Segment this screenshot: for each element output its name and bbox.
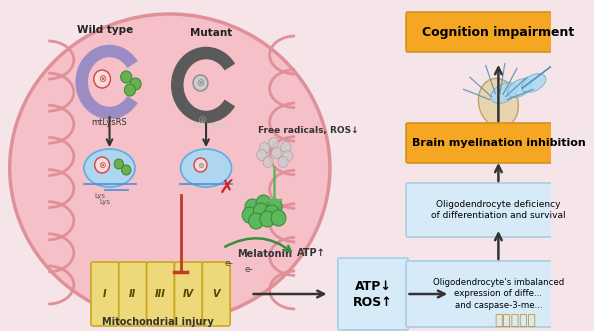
- Text: IV: IV: [183, 289, 194, 299]
- Circle shape: [278, 157, 288, 167]
- Text: Cognition impairment: Cognition impairment: [422, 25, 574, 38]
- Text: ✗: ✗: [218, 178, 235, 198]
- Text: I: I: [103, 289, 107, 299]
- FancyBboxPatch shape: [406, 183, 591, 237]
- Circle shape: [94, 70, 110, 88]
- Ellipse shape: [507, 79, 532, 97]
- Circle shape: [122, 165, 131, 175]
- Circle shape: [194, 158, 207, 172]
- Circle shape: [256, 195, 271, 211]
- Circle shape: [130, 78, 141, 90]
- Circle shape: [260, 211, 274, 227]
- Text: mtLysRS: mtLysRS: [190, 120, 226, 129]
- FancyBboxPatch shape: [338, 258, 408, 330]
- Text: Free radicals, ROS↓: Free radicals, ROS↓: [258, 125, 359, 134]
- Text: Oligodendrocyte's imbalanced
expression of diffe...
and caspase-3-me...: Oligodendrocyte's imbalanced expression …: [433, 278, 564, 309]
- Circle shape: [268, 137, 279, 149]
- Circle shape: [263, 157, 273, 167]
- Text: mtLysRS: mtLysRS: [91, 118, 127, 126]
- Text: ⊗: ⊗: [98, 74, 106, 84]
- Circle shape: [242, 207, 257, 223]
- Circle shape: [249, 213, 264, 229]
- Text: ⊗: ⊗: [99, 161, 106, 169]
- Circle shape: [281, 141, 291, 153]
- Text: Mitochondrial injury: Mitochondrial injury: [102, 317, 214, 327]
- Circle shape: [254, 203, 268, 219]
- Text: V: V: [213, 289, 220, 299]
- Text: Wild type: Wild type: [77, 25, 133, 35]
- Circle shape: [271, 210, 286, 226]
- Ellipse shape: [181, 149, 232, 187]
- FancyBboxPatch shape: [147, 262, 175, 326]
- FancyBboxPatch shape: [175, 262, 203, 326]
- Ellipse shape: [10, 14, 330, 322]
- Text: II: II: [129, 289, 137, 299]
- Circle shape: [260, 143, 270, 154]
- Circle shape: [193, 75, 208, 91]
- FancyBboxPatch shape: [119, 262, 147, 326]
- Text: ATP↑: ATP↑: [297, 248, 326, 258]
- Text: Oligodendrocyte deficiency
of differentiation and survival: Oligodendrocyte deficiency of differenti…: [431, 200, 565, 220]
- Circle shape: [114, 159, 124, 169]
- FancyBboxPatch shape: [406, 261, 591, 327]
- Text: Lys: Lys: [99, 199, 110, 205]
- Ellipse shape: [491, 83, 517, 103]
- Text: Mutant: Mutant: [189, 28, 232, 38]
- Text: e-: e-: [225, 259, 233, 267]
- Text: ⊗: ⊗: [197, 161, 204, 169]
- Circle shape: [267, 199, 282, 215]
- FancyBboxPatch shape: [406, 12, 591, 52]
- Text: 新世纪手游: 新世纪手游: [494, 313, 536, 327]
- Ellipse shape: [84, 149, 135, 187]
- Text: Melatonin: Melatonin: [237, 249, 292, 259]
- Text: ⊗: ⊗: [198, 115, 207, 125]
- Text: III: III: [155, 289, 166, 299]
- Text: ATP↓
ROS↑: ATP↓ ROS↑: [353, 279, 393, 308]
- Circle shape: [283, 151, 293, 162]
- FancyBboxPatch shape: [91, 262, 119, 326]
- Text: Lys: Lys: [94, 193, 106, 199]
- Ellipse shape: [478, 78, 519, 127]
- Circle shape: [121, 71, 132, 83]
- Text: e-: e-: [244, 265, 253, 274]
- Text: Brain myelination inhibition: Brain myelination inhibition: [412, 138, 585, 148]
- FancyBboxPatch shape: [203, 262, 230, 326]
- Circle shape: [124, 84, 135, 96]
- FancyBboxPatch shape: [406, 123, 591, 163]
- Circle shape: [257, 150, 267, 161]
- Circle shape: [271, 148, 282, 159]
- Ellipse shape: [522, 73, 546, 92]
- Circle shape: [245, 199, 260, 215]
- Text: ⊗: ⊗: [197, 78, 204, 88]
- Circle shape: [94, 157, 109, 173]
- Circle shape: [264, 205, 279, 221]
